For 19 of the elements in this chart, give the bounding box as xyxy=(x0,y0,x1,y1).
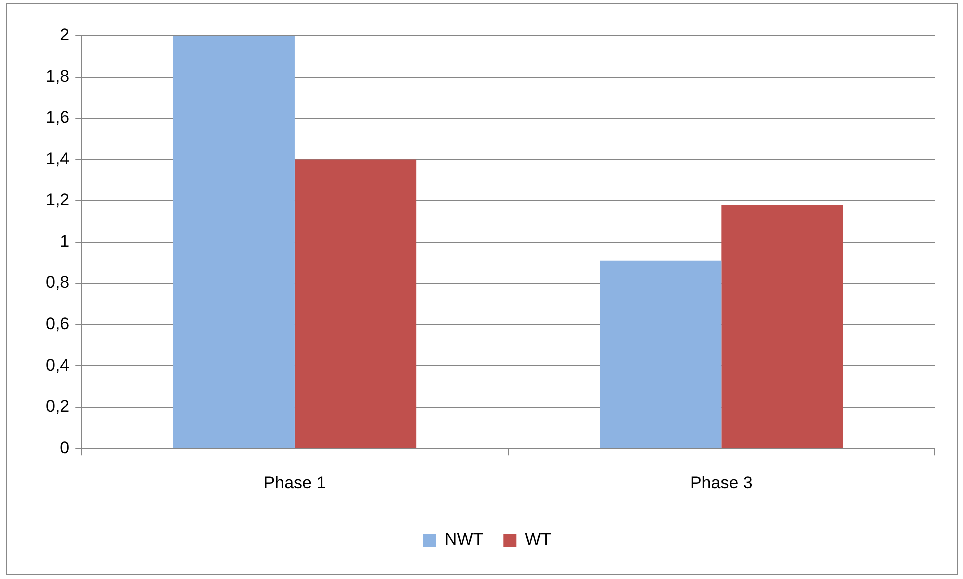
y-tick-label: 2 xyxy=(60,26,70,45)
y-tick-label: 0,2 xyxy=(46,397,70,416)
y-tick-label: 1,8 xyxy=(46,66,70,86)
bar xyxy=(294,160,417,448)
bar xyxy=(600,260,722,448)
y-tick-label: 0,4 xyxy=(46,356,70,375)
y-tick-label: 0,6 xyxy=(46,314,70,334)
y-tick-label: 0 xyxy=(60,438,70,458)
bar xyxy=(722,205,844,448)
y-tick-label: 0,8 xyxy=(46,273,70,292)
y-tick-label: 1,4 xyxy=(46,149,70,168)
legend-label: NWT xyxy=(444,530,484,550)
legend-label: WT xyxy=(525,530,552,550)
y-tick-label: 1 xyxy=(60,232,70,251)
x-tick-label: Phase 1 xyxy=(264,473,326,492)
y-tick-label: 1,2 xyxy=(46,190,70,210)
y-tick-label: 1,6 xyxy=(46,108,70,128)
x-tick-label: Phase 3 xyxy=(690,473,753,492)
bar xyxy=(173,36,295,448)
